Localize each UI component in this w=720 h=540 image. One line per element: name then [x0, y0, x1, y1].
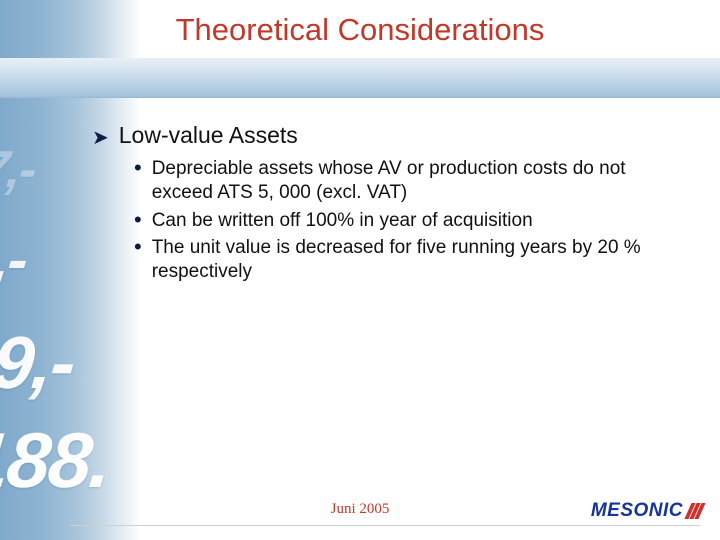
- bullet-level2-text: Depreciable assets whose AV or productio…: [152, 157, 672, 206]
- title-band: [0, 58, 720, 98]
- bg-number: 09,-: [0, 320, 78, 405]
- dot-icon: •: [134, 236, 142, 258]
- footer-rule: [70, 525, 700, 526]
- bullet-level2-text: Can be written off 100% in year of acqui…: [152, 209, 533, 233]
- bullet-level2: • Can be written off 100% in year of acq…: [134, 209, 692, 233]
- dot-icon: •: [134, 209, 142, 231]
- bullet-level2: • Depreciable assets whose AV or product…: [134, 157, 692, 206]
- bullet-level2-list: • Depreciable assets whose AV or product…: [134, 157, 692, 285]
- logo-text: MESONIC: [591, 500, 683, 522]
- mesonic-logo: MESONIC: [591, 500, 702, 522]
- slide-content: ➤ Low-value Assets • Depreciable assets …: [92, 122, 692, 288]
- bullet-level2-text: The unit value is decreased for five run…: [152, 236, 672, 285]
- bg-number: 4,-: [0, 225, 30, 294]
- bg-number: 7,-: [0, 140, 38, 200]
- bullet-level1: ➤ Low-value Assets: [92, 122, 692, 149]
- slide-title: Theoretical Considerations: [0, 12, 720, 48]
- arrow-icon: ➤: [92, 128, 109, 148]
- logo-slashes-icon: [688, 503, 702, 519]
- bullet-level2: • The unit value is decreased for five r…: [134, 236, 692, 285]
- dot-icon: •: [134, 157, 142, 179]
- bg-number: 188.: [0, 415, 115, 506]
- bullet-level1-label: Low-value Assets: [119, 122, 298, 149]
